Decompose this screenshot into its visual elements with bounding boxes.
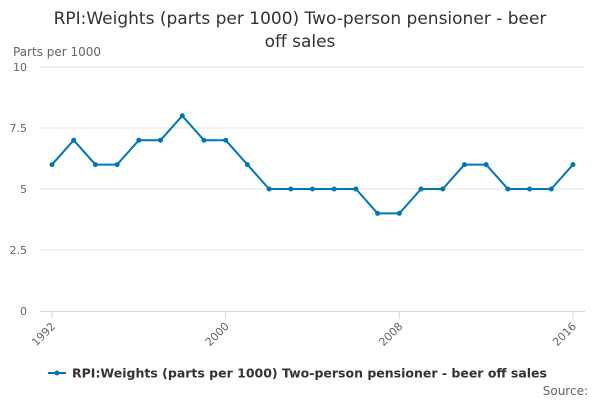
data-point[interactable]	[136, 137, 142, 143]
series-line	[51, 114, 574, 215]
y-tick-label: 0	[20, 305, 27, 318]
y-tick-label: 7.5	[10, 122, 28, 135]
chart-title-line-1: RPI:Weights (parts per 1000) Two-person …	[54, 9, 547, 29]
data-point[interactable]	[353, 186, 359, 192]
data-point[interactable]	[375, 210, 381, 216]
data-point[interactable]	[396, 210, 402, 216]
y-tick-label: 5	[20, 183, 27, 196]
source-label: Source:	[543, 384, 588, 398]
data-point[interactable]	[288, 186, 294, 192]
y-axis-label: Parts per 1000	[13, 45, 101, 59]
data-point[interactable]	[223, 137, 229, 143]
data-point[interactable]	[92, 162, 98, 168]
x-tick-label: 1992	[29, 320, 58, 349]
data-point[interactable]	[483, 162, 489, 168]
legend-marker	[54, 370, 60, 376]
y-tick-label: 2.5	[10, 244, 28, 257]
x-tick-label: 2000	[203, 320, 232, 349]
data-point[interactable]	[158, 137, 164, 143]
gridlines	[40, 66, 585, 251]
data-point[interactable]	[266, 186, 272, 192]
data-point[interactable]	[71, 137, 77, 143]
data-point[interactable]	[201, 137, 207, 143]
legend-label: RPI:Weights (parts per 1000) Two-person …	[72, 366, 547, 381]
y-axis-ticks: 0 2.5 5 7.5 10	[10, 61, 28, 318]
data-point[interactable]	[461, 162, 467, 168]
data-point[interactable]	[570, 162, 576, 168]
data-point[interactable]	[527, 186, 533, 192]
data-point[interactable]	[179, 113, 185, 119]
data-point[interactable]	[114, 162, 120, 168]
x-axis-ticks: 1992 2000 2008 2016	[29, 311, 579, 349]
data-point[interactable]	[505, 186, 511, 192]
data-point[interactable]	[49, 162, 55, 168]
data-point[interactable]	[548, 186, 554, 192]
x-tick-label: 2016	[550, 320, 579, 349]
data-point[interactable]	[418, 186, 424, 192]
chart-title-line-2: off sales	[265, 32, 336, 52]
legend[interactable]: RPI:Weights (parts per 1000) Two-person …	[48, 366, 547, 381]
data-point[interactable]	[331, 186, 337, 192]
x-tick-label: 2008	[376, 320, 405, 349]
data-point[interactable]	[440, 186, 446, 192]
y-tick-label: 10	[13, 61, 27, 74]
series-group	[49, 113, 576, 216]
data-point[interactable]	[310, 186, 315, 192]
data-point[interactable]	[244, 162, 250, 168]
